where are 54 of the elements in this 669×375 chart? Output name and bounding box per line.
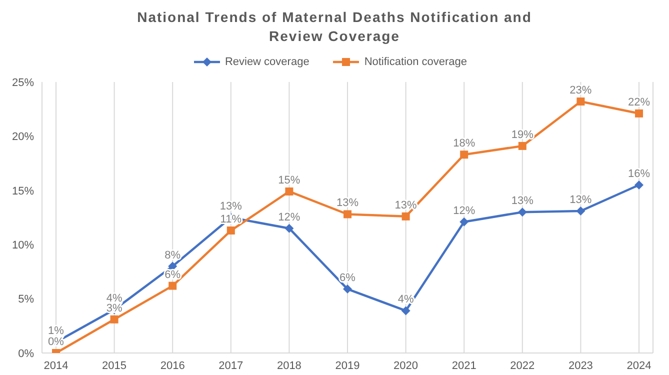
data-label: 15% xyxy=(278,174,300,186)
point xyxy=(284,224,294,233)
x-tick-label: 2015 xyxy=(102,360,127,372)
data-label: 1% xyxy=(48,325,64,338)
data-label: 6% xyxy=(340,272,356,284)
data-label: 6% xyxy=(164,268,181,281)
data-label: 13% xyxy=(220,200,242,212)
data-label: 8% xyxy=(164,249,181,262)
data-label: 13% xyxy=(570,194,592,206)
chart-title: National Trends of Maternal Deaths Notification and Review Coverage xyxy=(136,8,533,46)
point xyxy=(285,187,294,196)
point xyxy=(634,180,644,190)
y-tick-label: 15% xyxy=(12,185,34,198)
data-label: 16% xyxy=(628,168,650,180)
data-label: 12% xyxy=(453,204,476,217)
y-tick-label: 5% xyxy=(18,294,34,306)
x-tick-label: 2024 xyxy=(626,360,652,372)
point xyxy=(110,315,118,324)
data-label: 19% xyxy=(511,128,534,141)
y-tick-label: 0% xyxy=(18,348,34,360)
y-tick-label: 20% xyxy=(12,131,34,144)
data-label: 22% xyxy=(628,96,650,108)
x-tick-label: 2014 xyxy=(44,360,68,372)
point xyxy=(460,217,469,226)
x-tick-label: 2020 xyxy=(394,360,418,372)
point xyxy=(402,212,410,220)
x-tick-label: 2023 xyxy=(568,360,593,372)
legend-label: Review coverage xyxy=(224,56,310,68)
x-tick-label: 2016 xyxy=(160,360,185,372)
x-tick-label: 2017 xyxy=(218,360,244,372)
point xyxy=(576,98,585,106)
point xyxy=(460,150,468,159)
point xyxy=(226,226,235,235)
data-label: 12% xyxy=(278,211,300,224)
data-label: 13% xyxy=(511,195,534,208)
data-label: 23% xyxy=(570,84,592,97)
point xyxy=(576,206,586,216)
x-tick-label: 2019 xyxy=(335,360,360,372)
y-tick-label: 10% xyxy=(12,240,34,252)
x-tick-label: 2018 xyxy=(276,360,302,372)
point xyxy=(168,282,177,290)
point xyxy=(518,142,526,150)
x-tick-label: 2021 xyxy=(452,360,476,372)
point xyxy=(635,109,643,118)
point xyxy=(518,208,527,217)
y-tick-label: 25% xyxy=(12,76,34,89)
x-tick-label: 2022 xyxy=(510,360,535,372)
data-label: 13% xyxy=(336,197,359,210)
point xyxy=(401,306,410,316)
legend-label: Notification coverage xyxy=(364,56,468,68)
data-label: 18% xyxy=(453,138,476,150)
point xyxy=(343,284,352,294)
point xyxy=(344,210,352,218)
data-label: 4% xyxy=(106,292,122,305)
